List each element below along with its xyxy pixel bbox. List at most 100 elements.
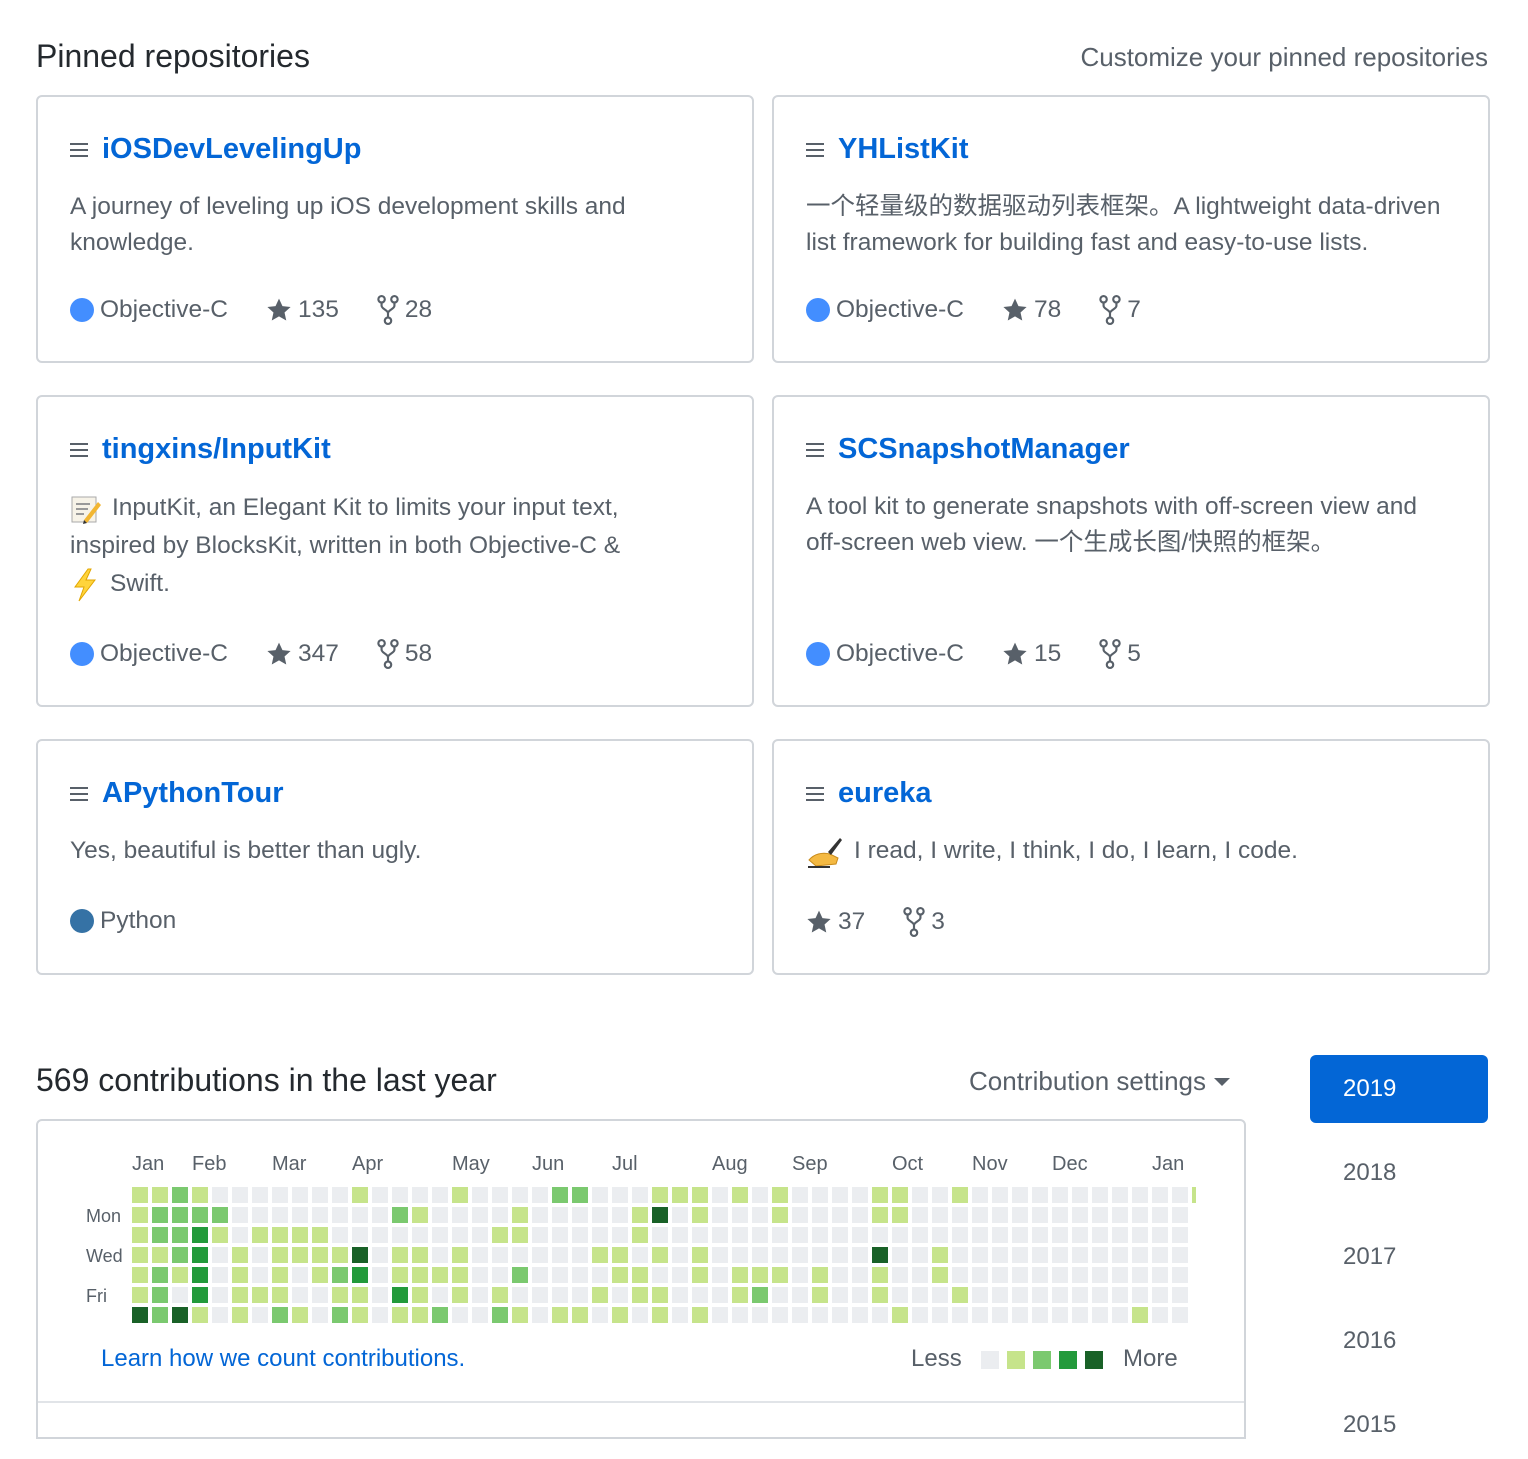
contribution-day[interactable] (1052, 1307, 1068, 1323)
contribution-day[interactable] (852, 1287, 868, 1303)
contribution-day[interactable] (1132, 1187, 1148, 1203)
contribution-day[interactable] (652, 1267, 668, 1283)
contribution-day[interactable] (632, 1247, 648, 1263)
contribution-day[interactable] (992, 1287, 1008, 1303)
contribution-day[interactable] (592, 1227, 608, 1243)
contribution-day[interactable] (1012, 1207, 1028, 1223)
contribution-day[interactable] (852, 1207, 868, 1223)
contribution-day[interactable] (732, 1247, 748, 1263)
contribution-day[interactable] (492, 1247, 508, 1263)
contribution-day[interactable] (432, 1287, 448, 1303)
contribution-day[interactable] (292, 1267, 308, 1283)
contribution-day[interactable] (172, 1227, 188, 1243)
contribution-day[interactable] (1052, 1287, 1068, 1303)
contribution-day[interactable] (252, 1227, 268, 1243)
contribution-day[interactable] (532, 1267, 548, 1283)
contribution-day[interactable] (692, 1247, 708, 1263)
contribution-day[interactable] (872, 1287, 888, 1303)
contribution-day[interactable] (512, 1307, 528, 1323)
contribution-day[interactable] (552, 1287, 568, 1303)
contribution-day[interactable] (152, 1287, 168, 1303)
contribution-day[interactable] (152, 1267, 168, 1283)
contribution-day[interactable] (1032, 1227, 1048, 1243)
contribution-day[interactable] (232, 1287, 248, 1303)
contribution-day[interactable] (632, 1187, 648, 1203)
contribution-day[interactable] (1132, 1247, 1148, 1263)
contribution-day[interactable] (732, 1267, 748, 1283)
contribution-day[interactable] (612, 1227, 628, 1243)
contribution-day[interactable] (1032, 1207, 1048, 1223)
contribution-day[interactable] (572, 1227, 588, 1243)
contribution-day[interactable] (1112, 1267, 1128, 1283)
contribution-day[interactable] (392, 1247, 408, 1263)
contribution-day[interactable] (432, 1227, 448, 1243)
contribution-day[interactable] (792, 1307, 808, 1323)
contribution-day[interactable] (1172, 1267, 1188, 1283)
contribution-day[interactable] (1192, 1187, 1196, 1203)
contribution-day[interactable] (512, 1207, 528, 1223)
contribution-day[interactable] (512, 1247, 528, 1263)
contribution-day[interactable] (772, 1267, 788, 1283)
contribution-day[interactable] (412, 1247, 428, 1263)
contribution-day[interactable] (1092, 1207, 1108, 1223)
contribution-day[interactable] (972, 1307, 988, 1323)
contribution-day[interactable] (312, 1267, 328, 1283)
contribution-day[interactable] (452, 1247, 468, 1263)
contribution-day[interactable] (1012, 1227, 1028, 1243)
contribution-day[interactable] (792, 1267, 808, 1283)
contribution-day[interactable] (1032, 1267, 1048, 1283)
contribution-day[interactable] (652, 1227, 668, 1243)
contribution-day[interactable] (852, 1307, 868, 1323)
contribution-day[interactable] (972, 1207, 988, 1223)
contribution-day[interactable] (832, 1207, 848, 1223)
contribution-day[interactable] (532, 1187, 548, 1203)
contribution-day[interactable] (412, 1187, 428, 1203)
contribution-day[interactable] (692, 1207, 708, 1223)
repo-link[interactable]: iOSDevLevelingUp (102, 133, 362, 165)
contribution-day[interactable] (132, 1287, 148, 1303)
contribution-day[interactable] (832, 1267, 848, 1283)
contribution-day[interactable] (172, 1247, 188, 1263)
contribution-day[interactable] (752, 1227, 768, 1243)
contribution-day[interactable] (1152, 1247, 1168, 1263)
contribution-day[interactable] (532, 1207, 548, 1223)
contribution-day[interactable] (1152, 1267, 1168, 1283)
contribution-day[interactable] (1152, 1207, 1168, 1223)
contribution-day[interactable] (252, 1187, 268, 1203)
contribution-day[interactable] (292, 1187, 308, 1203)
stars-link[interactable]: 135 (266, 296, 339, 324)
contribution-day[interactable] (1172, 1307, 1188, 1323)
contribution-day[interactable] (972, 1227, 988, 1243)
contribution-day[interactable] (992, 1307, 1008, 1323)
contribution-day[interactable] (332, 1247, 348, 1263)
contribution-day[interactable] (472, 1187, 488, 1203)
contribution-day[interactable] (1072, 1267, 1088, 1283)
contribution-day[interactable] (412, 1307, 428, 1323)
contribution-day[interactable] (992, 1247, 1008, 1263)
contribution-day[interactable] (712, 1247, 728, 1263)
contribution-day[interactable] (652, 1207, 668, 1223)
contribution-day[interactable] (492, 1207, 508, 1223)
contribution-day[interactable] (612, 1207, 628, 1223)
contribution-day[interactable] (292, 1207, 308, 1223)
contribution-day[interactable] (972, 1287, 988, 1303)
contribution-day[interactable] (672, 1267, 688, 1283)
contribution-day[interactable] (372, 1247, 388, 1263)
contribution-day[interactable] (1132, 1227, 1148, 1243)
contribution-day[interactable] (892, 1287, 908, 1303)
contribution-day[interactable] (672, 1287, 688, 1303)
contribution-day[interactable] (132, 1207, 148, 1223)
contribution-day[interactable] (1172, 1287, 1188, 1303)
contribution-day[interactable] (472, 1307, 488, 1323)
contribution-day[interactable] (752, 1267, 768, 1283)
contribution-day[interactable] (972, 1247, 988, 1263)
contribution-day[interactable] (512, 1187, 528, 1203)
contribution-day[interactable] (172, 1287, 188, 1303)
contribution-day[interactable] (372, 1227, 388, 1243)
contribution-day[interactable] (1172, 1187, 1188, 1203)
contribution-day[interactable] (592, 1307, 608, 1323)
contribution-day[interactable] (572, 1187, 588, 1203)
contribution-day[interactable] (1032, 1187, 1048, 1203)
year-2016-button[interactable]: 2016 (1343, 1327, 1397, 1354)
contribution-day[interactable] (432, 1267, 448, 1283)
